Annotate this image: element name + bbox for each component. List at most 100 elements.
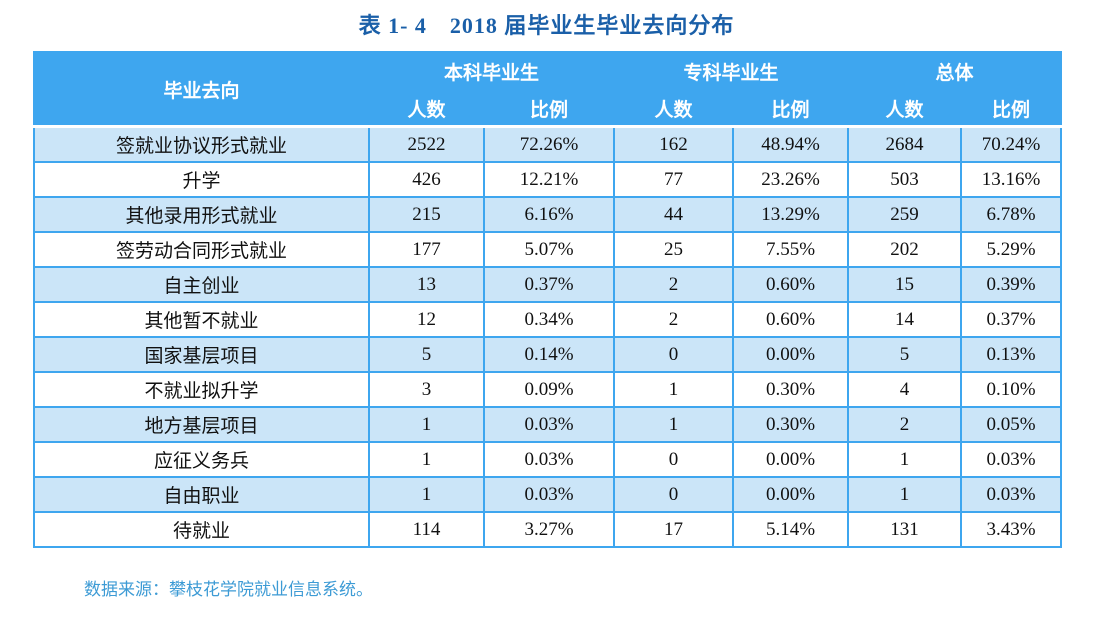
table-header: 毕业去向 本科毕业生 专科毕业生 总体 人数 比例 人数 比例 人数 比例 (33, 51, 1063, 128)
value-cell: 2684 (847, 125, 963, 163)
value-cell: 2 (847, 406, 963, 443)
data-source-note: 数据来源：攀枝花学院就业信息系统。 (84, 580, 373, 599)
value-cell: 0.09% (482, 371, 616, 408)
table-row: 待就业 114 3.27% 17 5.14% 131 3.43% (33, 511, 1063, 548)
value-cell: 2522 (368, 125, 485, 163)
value-cell: 1 (613, 371, 735, 408)
value-cell: 17 (613, 511, 735, 548)
table-row: 签就业协议形式就业 2522 72.26% 162 48.94% 2684 70.24% (33, 125, 1063, 163)
table-title: 表 1- 4 2018 届毕业生毕业去向分布 (358, 13, 735, 38)
value-cell: 162 (613, 125, 735, 163)
header-count-undergraduate: 人数 (368, 89, 485, 128)
destination-cell: 其他暂不就业 (33, 301, 370, 338)
value-cell: 0.60% (732, 301, 850, 338)
value-cell: 6.16% (482, 196, 616, 233)
table-row: 不就业拟升学 3 0.09% 1 0.30% 4 0.10% (33, 371, 1063, 408)
value-cell: 12 (368, 301, 485, 338)
table-row: 自由职业 1 0.03% 0 0.00% 1 0.03% (33, 476, 1063, 513)
value-cell: 5 (847, 336, 963, 373)
value-cell: 13.16% (960, 161, 1063, 198)
value-cell: 0.37% (482, 266, 616, 303)
value-cell: 5.07% (482, 231, 616, 268)
value-cell: 0.03% (482, 406, 616, 443)
value-cell: 13.29% (732, 196, 850, 233)
table-row: 其他录用形式就业 215 6.16% 44 13.29% 259 6.78% (33, 196, 1063, 233)
value-cell: 1 (368, 406, 485, 443)
value-cell: 0 (613, 441, 735, 478)
value-cell: 1 (613, 406, 735, 443)
value-cell: 2 (613, 266, 735, 303)
value-cell: 72.26% (482, 125, 616, 163)
value-cell: 1 (847, 476, 963, 513)
value-cell: 5.14% (732, 511, 850, 548)
value-cell: 0.05% (960, 406, 1063, 443)
value-cell: 0.13% (960, 336, 1063, 373)
header-ratio-junior-college: 比例 (732, 89, 850, 128)
value-cell: 14 (847, 301, 963, 338)
header-count-junior-college: 人数 (613, 89, 735, 128)
value-cell: 44 (613, 196, 735, 233)
value-cell: 5.29% (960, 231, 1063, 268)
table-row: 自主创业 13 0.37% 2 0.60% 15 0.39% (33, 266, 1063, 303)
value-cell: 0 (613, 336, 735, 373)
value-cell: 1 (368, 441, 485, 478)
header-ratio-total: 比例 (960, 89, 1063, 128)
value-cell: 114 (368, 511, 485, 548)
table-body: 签就业协议形式就业 2522 72.26% 162 48.94% 2684 70.24% 升学… (33, 125, 1063, 548)
value-cell: 0.34% (482, 301, 616, 338)
header-group-row: 毕业去向 本科毕业生 专科毕业生 总体 (33, 51, 1063, 128)
value-cell: 13 (368, 266, 485, 303)
value-cell: 131 (847, 511, 963, 548)
graduation-destination-table: 毕业去向 本科毕业生 专科毕业生 总体 人数 比例 人数 比例 人数 比例 签就… (33, 51, 1063, 548)
value-cell: 202 (847, 231, 963, 268)
destination-cell: 升学 (33, 161, 370, 198)
value-cell: 259 (847, 196, 963, 233)
table-row: 其他暂不就业 12 0.34% 2 0.60% 14 0.37% (33, 301, 1063, 338)
value-cell: 3.43% (960, 511, 1063, 548)
value-cell: 0.60% (732, 266, 850, 303)
value-cell: 2 (613, 301, 735, 338)
header-count-total: 人数 (847, 89, 963, 128)
value-cell: 70.24% (960, 125, 1063, 163)
value-cell: 215 (368, 196, 485, 233)
value-cell: 23.26% (732, 161, 850, 198)
value-cell: 0.39% (960, 266, 1063, 303)
header-ratio-undergraduate: 比例 (482, 89, 616, 128)
destination-cell: 地方基层项目 (33, 406, 370, 443)
value-cell: 0.14% (482, 336, 616, 373)
table-row: 国家基层项目 5 0.14% 0 0.00% 5 0.13% (33, 336, 1063, 373)
header-sub-row: 人数 比例 人数 比例 人数 比例 (34, 89, 1063, 128)
value-cell: 1 (368, 476, 485, 513)
value-cell: 426 (368, 161, 485, 198)
value-cell: 0.00% (732, 441, 850, 478)
destination-cell: 应征义务兵 (33, 441, 370, 478)
header-junior-college-group: 专科毕业生 (613, 51, 850, 91)
value-cell: 0.00% (732, 476, 850, 513)
value-cell: 0.03% (482, 441, 616, 478)
value-cell: 48.94% (732, 125, 850, 163)
value-cell: 77 (613, 161, 735, 198)
destination-cell: 待就业 (33, 511, 370, 548)
destination-cell: 自主创业 (33, 266, 370, 303)
value-cell: 25 (613, 231, 735, 268)
value-cell: 5 (368, 336, 485, 373)
value-cell: 0.00% (732, 336, 850, 373)
table-row: 升学 426 12.21% 77 23.26% 503 13.16% (33, 161, 1063, 198)
header-undergraduate-group: 本科毕业生 (367, 51, 616, 91)
value-cell: 0.03% (960, 441, 1063, 478)
destination-cell: 国家基层项目 (33, 336, 370, 373)
value-cell: 0.37% (960, 301, 1063, 338)
value-cell: 0.03% (482, 476, 616, 513)
destination-cell: 不就业拟升学 (33, 371, 370, 408)
value-cell: 503 (847, 161, 963, 198)
value-cell: 1 (847, 441, 963, 478)
value-cell: 0.10% (960, 371, 1063, 408)
value-cell: 177 (368, 231, 485, 268)
destination-cell: 其他录用形式就业 (33, 196, 370, 233)
value-cell: 12.21% (482, 161, 616, 198)
table-row: 应征义务兵 1 0.03% 0 0.00% 1 0.03% (33, 441, 1063, 478)
destination-cell: 签就业协议形式就业 (33, 125, 370, 163)
header-total-group: 总体 (847, 51, 1063, 91)
table-row: 签劳动合同形式就业 177 5.07% 25 7.55% 202 5.29% (33, 231, 1063, 268)
